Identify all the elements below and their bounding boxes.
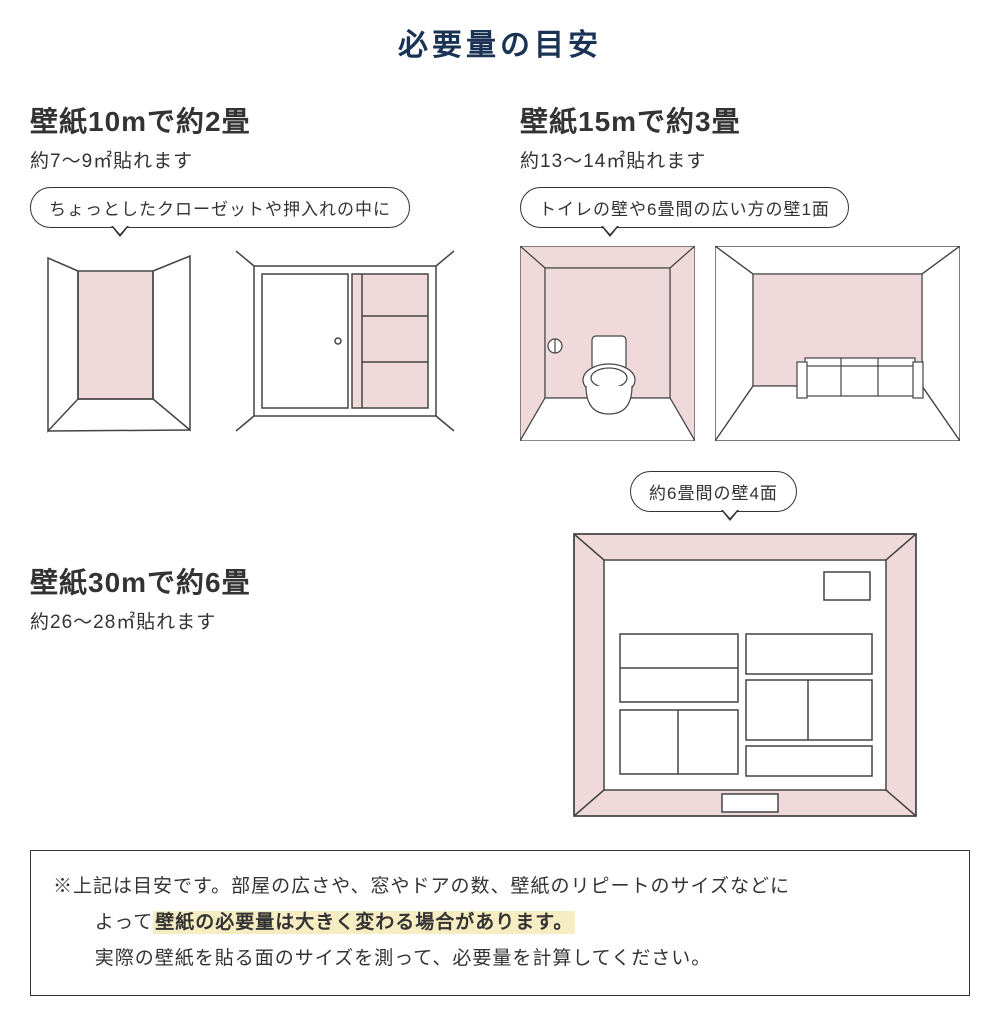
main-title: 必要量の目安 [30, 20, 970, 64]
block-subtitle: 約7〜9㎡貼れます [30, 146, 480, 173]
footer-line: よって壁紙の必要量は大きく変わる場合があります。 [53, 905, 947, 941]
footer-text: よって [95, 912, 153, 933]
footer-text: ※上記は目安です。部屋の広さや、窓やドアの数、壁紙のリピートのサイズなどに [53, 876, 790, 897]
block-title: 壁紙30mで約6畳 [30, 561, 480, 601]
callout-bubble: トイレの壁や6畳間の広い方の壁1面 [520, 187, 849, 228]
illustration-row [30, 246, 480, 436]
content-grid: 壁紙10mで約2畳 約7〜9㎡貼れます ちょっとしたクローゼットや押入れの中に [30, 100, 970, 820]
infographic-container: 必要量の目安 壁紙10mで約2畳 約7〜9㎡貼れます ちょっとしたクローゼットや… [0, 0, 1000, 1016]
illustration-row [520, 530, 970, 820]
callout-bubble: ちょっとしたクローゼットや押入れの中に [30, 187, 410, 228]
block-30m: 壁紙30mで約6畳 約26〜28㎡貼れます [30, 471, 480, 820]
footer-highlight: 壁紙の必要量は大きく変わる場合があります。 [153, 911, 575, 934]
footer-text: 実際の壁紙を貼る面のサイズを測って、必要量を計算してください。 [95, 948, 711, 969]
block-title: 壁紙15mで約3畳 [520, 100, 970, 140]
footer-line: 実際の壁紙を貼る面のサイズを測って、必要量を計算してください。 [53, 941, 947, 977]
footer-line: ※上記は目安です。部屋の広さや、窓やドアの数、壁紙のリピートのサイズなどに [53, 869, 947, 905]
toilet-room-icon [520, 246, 695, 441]
closet-open-icon [30, 246, 210, 436]
room-plan-icon [570, 530, 920, 820]
block-subtitle: 約13〜14㎡貼れます [520, 146, 970, 173]
closet-sliding-icon [230, 246, 460, 436]
block-6jo: 約6畳間の壁4面 [520, 471, 970, 820]
footer-note: ※上記は目安です。部屋の広さや、窓やドアの数、壁紙のリピートのサイズなどに よっ… [30, 850, 970, 996]
block-15m: 壁紙15mで約3畳 約13〜14㎡貼れます トイレの壁や6畳間の広い方の壁1面 [520, 100, 970, 441]
block-subtitle: 約26〜28㎡貼れます [30, 607, 480, 634]
callout-bubble: 約6畳間の壁4面 [630, 471, 797, 512]
room-one-wall-icon [715, 246, 960, 441]
block-title: 壁紙10mで約2畳 [30, 100, 480, 140]
block-10m: 壁紙10mで約2畳 約7〜9㎡貼れます ちょっとしたクローゼットや押入れの中に [30, 100, 480, 441]
illustration-row [520, 246, 970, 441]
